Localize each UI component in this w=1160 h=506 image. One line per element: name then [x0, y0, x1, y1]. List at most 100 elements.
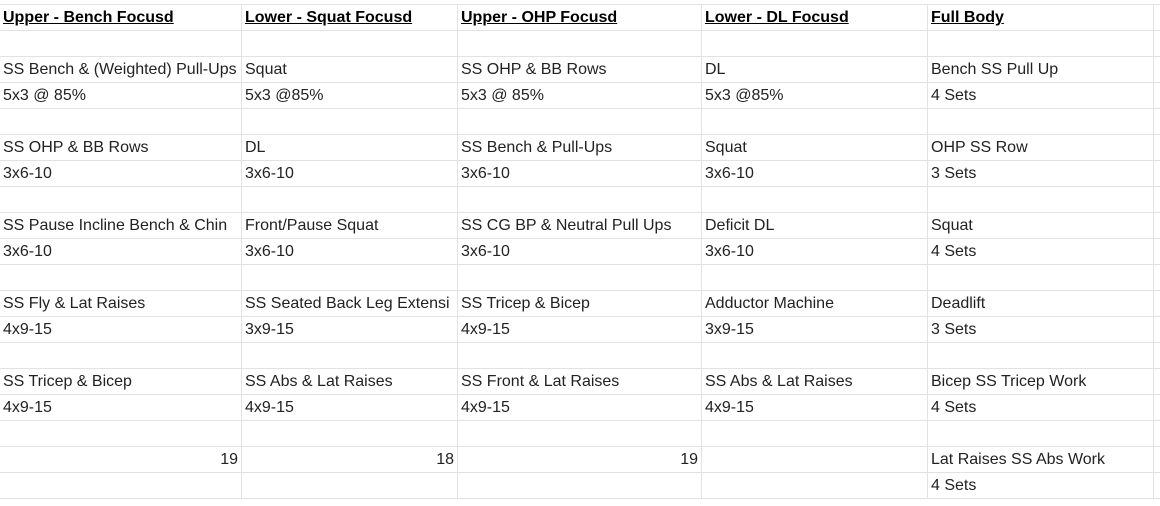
table-cell[interactable]: Front/Pause Squat	[242, 213, 458, 239]
column-header[interactable]: Upper - OHP Focusd	[458, 5, 702, 31]
table-cell[interactable]: 4x9-15	[0, 317, 242, 343]
table-cell[interactable]: 4 Sets	[928, 239, 1154, 265]
table-cell[interactable]	[1154, 473, 1160, 499]
table-cell[interactable]	[702, 187, 928, 213]
table-cell[interactable]	[242, 31, 458, 57]
table-cell[interactable]	[1154, 187, 1160, 213]
table-cell[interactable]: SS OHP & BB Rows	[458, 57, 702, 83]
table-cell[interactable]	[1154, 135, 1160, 161]
table-cell[interactable]: 4 Sets	[928, 83, 1154, 109]
table-cell[interactable]: DL	[242, 135, 458, 161]
table-cell[interactable]: 3x6-10	[458, 161, 702, 187]
table-cell[interactable]	[928, 187, 1154, 213]
table-cell[interactable]: 5x3 @ 85%	[458, 83, 702, 109]
table-cell[interactable]	[702, 109, 928, 135]
table-cell[interactable]	[0, 109, 242, 135]
table-cell[interactable]: 3x9-15	[702, 317, 928, 343]
table-cell[interactable]: 3 Sets	[928, 161, 1154, 187]
table-cell[interactable]	[928, 109, 1154, 135]
table-cell[interactable]: Squat	[928, 213, 1154, 239]
table-cell[interactable]: 5x3 @85%	[242, 83, 458, 109]
table-cell[interactable]: 4x9-15	[458, 395, 702, 421]
table-cell[interactable]	[928, 31, 1154, 57]
column-header[interactable]: Lower - Squat Focusd	[242, 5, 458, 31]
table-cell[interactable]	[242, 343, 458, 369]
table-cell[interactable]	[0, 31, 242, 57]
table-cell[interactable]: DL	[702, 57, 928, 83]
table-cell[interactable]: Deadlift	[928, 291, 1154, 317]
table-cell[interactable]: SS Seated Back Leg Extensi	[242, 291, 458, 317]
table-cell[interactable]	[702, 343, 928, 369]
table-cell[interactable]: 4 Sets	[928, 473, 1154, 499]
table-cell[interactable]: SS Bench & Pull-Ups	[458, 135, 702, 161]
table-cell[interactable]: 3x6-10	[458, 239, 702, 265]
table-cell[interactable]: 3x6-10	[242, 239, 458, 265]
table-cell[interactable]	[0, 343, 242, 369]
table-cell[interactable]: 3x6-10	[0, 239, 242, 265]
table-cell[interactable]	[0, 265, 242, 291]
table-cell[interactable]	[1154, 291, 1160, 317]
table-cell[interactable]: Lat Raises SS Abs Work	[928, 447, 1154, 473]
table-cell[interactable]	[1154, 239, 1160, 265]
table-cell[interactable]: 3x6-10	[0, 161, 242, 187]
table-cell[interactable]: SS Pause Incline Bench & Chin	[0, 213, 242, 239]
table-cell[interactable]: 3x9-15	[242, 317, 458, 343]
table-cell[interactable]	[242, 473, 458, 499]
table-cell[interactable]	[458, 31, 702, 57]
table-cell[interactable]	[1154, 57, 1160, 83]
table-cell[interactable]	[458, 421, 702, 447]
table-cell[interactable]	[702, 447, 928, 473]
table-cell[interactable]: 5x3 @ 85%	[0, 83, 242, 109]
table-cell[interactable]	[1154, 31, 1160, 57]
table-cell[interactable]: 19	[458, 447, 702, 473]
table-cell[interactable]	[928, 421, 1154, 447]
table-cell[interactable]	[1154, 109, 1160, 135]
table-cell[interactable]	[0, 473, 242, 499]
table-cell[interactable]	[242, 109, 458, 135]
table-cell[interactable]: 3x6-10	[702, 161, 928, 187]
column-header[interactable]: Upper - Bench Focusd	[0, 5, 242, 31]
table-cell[interactable]	[1154, 213, 1160, 239]
table-cell[interactable]: 3 Sets	[928, 317, 1154, 343]
table-cell[interactable]: 4x9-15	[458, 317, 702, 343]
table-cell[interactable]	[702, 421, 928, 447]
table-cell[interactable]	[0, 187, 242, 213]
table-cell[interactable]: 4 Sets	[928, 395, 1154, 421]
table-cell[interactable]: 5x3 @85%	[702, 83, 928, 109]
table-cell[interactable]	[702, 473, 928, 499]
table-cell[interactable]	[242, 187, 458, 213]
table-cell[interactable]: Squat	[702, 135, 928, 161]
table-cell[interactable]: SS Tricep & Bicep	[0, 369, 242, 395]
table-cell[interactable]: Bicep SS Tricep Work	[928, 369, 1154, 395]
table-cell[interactable]: OHP SS Row	[928, 135, 1154, 161]
table-cell[interactable]: 4x9-15	[0, 395, 242, 421]
table-cell[interactable]: SS Front & Lat Raises	[458, 369, 702, 395]
table-cell[interactable]: SS OHP & BB Rows	[0, 135, 242, 161]
table-cell[interactable]: 3x6-10	[702, 239, 928, 265]
table-cell[interactable]	[1154, 395, 1160, 421]
table-cell[interactable]	[1154, 421, 1160, 447]
table-cell[interactable]	[458, 473, 702, 499]
column-header[interactable]: Full Body	[928, 5, 1154, 31]
table-cell[interactable]	[0, 421, 242, 447]
table-cell[interactable]: 19	[0, 447, 242, 473]
table-cell[interactable]: SS Tricep & Bicep	[458, 291, 702, 317]
column-header[interactable]	[1154, 5, 1160, 31]
table-cell[interactable]: 3x6-10	[242, 161, 458, 187]
table-cell[interactable]	[458, 343, 702, 369]
table-cell[interactable]	[242, 421, 458, 447]
table-cell[interactable]	[702, 31, 928, 57]
table-cell[interactable]	[458, 265, 702, 291]
table-cell[interactable]	[1154, 447, 1160, 473]
table-cell[interactable]: 18	[242, 447, 458, 473]
table-cell[interactable]	[928, 265, 1154, 291]
table-cell[interactable]	[928, 343, 1154, 369]
table-cell[interactable]	[1154, 369, 1160, 395]
table-cell[interactable]	[1154, 83, 1160, 109]
table-cell[interactable]: Adductor Machine	[702, 291, 928, 317]
table-cell[interactable]: Deficit DL	[702, 213, 928, 239]
table-cell[interactable]	[242, 265, 458, 291]
column-header[interactable]: Lower - DL Focusd	[702, 5, 928, 31]
table-cell[interactable]	[702, 265, 928, 291]
table-cell[interactable]: 4x9-15	[702, 395, 928, 421]
